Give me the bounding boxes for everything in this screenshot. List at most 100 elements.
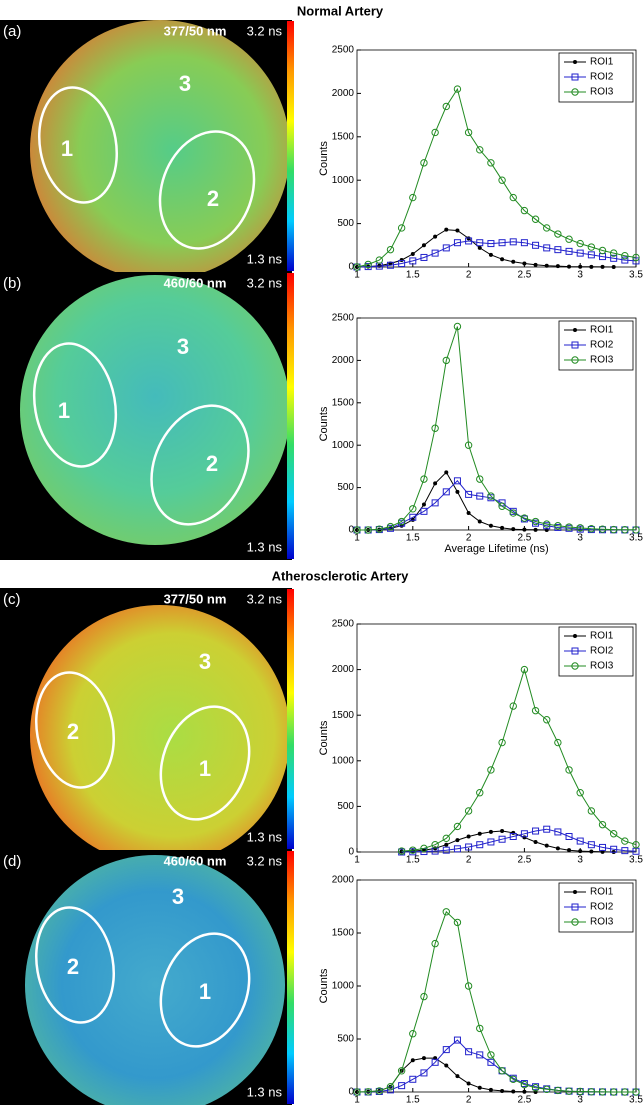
legend-label: ROI2 (590, 646, 614, 657)
x-tick-label: 2 (466, 270, 472, 281)
legend-label: ROI2 (590, 340, 614, 351)
marker (543, 716, 551, 724)
marker (464, 441, 473, 449)
marker (455, 489, 460, 494)
marker (464, 982, 473, 990)
x-axis-label: Average Lifetime (ns) (444, 543, 548, 555)
marker (476, 146, 484, 154)
marker (632, 841, 640, 849)
marker (397, 224, 406, 232)
x-tick-label: 3.5 (629, 855, 643, 866)
marker (589, 849, 594, 854)
marker (598, 246, 607, 255)
legend-label: ROI1 (590, 631, 614, 642)
marker (565, 766, 573, 774)
marker (567, 848, 572, 853)
y-tick-label: 500 (337, 218, 354, 229)
roi-label: 3 (172, 884, 184, 909)
marker (554, 230, 562, 238)
x-tick-label: 1.5 (406, 533, 420, 544)
marker (544, 843, 549, 848)
marker (610, 254, 618, 262)
marker (397, 847, 406, 855)
legend-label: ROI3 (590, 661, 614, 672)
x-tick-label: 1 (354, 855, 360, 866)
marker (509, 1075, 517, 1083)
x-tick-label: 3.5 (629, 533, 643, 544)
marker (555, 846, 560, 851)
y-tick-label: 500 (337, 801, 354, 812)
marker (520, 665, 529, 674)
marker (611, 265, 616, 269)
marker (465, 490, 473, 498)
x-tick-label: 2 (466, 1095, 472, 1105)
marker (431, 499, 439, 507)
marker (466, 834, 471, 839)
legend-label: ROI1 (590, 325, 614, 336)
y-tick-label: 1500 (332, 397, 355, 408)
marker (431, 841, 439, 849)
roi-label: 1 (199, 979, 211, 1004)
marker (364, 526, 372, 534)
marker (498, 835, 506, 843)
marker (565, 247, 573, 255)
tissue-image (25, 855, 285, 1105)
marker (511, 1089, 516, 1094)
y-tick-label: 500 (337, 482, 354, 493)
marker (599, 843, 607, 851)
marker (531, 706, 540, 715)
marker (431, 128, 439, 137)
roi-outline (34, 906, 116, 1024)
marker (421, 1056, 426, 1061)
marker (476, 789, 484, 797)
legend-label: ROI3 (590, 355, 614, 366)
y-tick-label: 1000 (332, 755, 355, 766)
marker (487, 159, 495, 167)
marker (609, 249, 618, 257)
marker (477, 245, 482, 250)
marker (453, 918, 462, 927)
marker (409, 505, 417, 513)
x-tick-label: 2 (466, 533, 472, 544)
roi-outline (32, 342, 118, 468)
marker (431, 424, 439, 432)
marker (587, 525, 596, 533)
marker (353, 526, 361, 534)
marker (520, 206, 529, 215)
marker (476, 239, 484, 247)
marker (444, 227, 449, 232)
marker (571, 356, 579, 364)
y-tick-label: 0 (348, 847, 354, 858)
marker (621, 252, 629, 260)
marker (465, 1048, 473, 1056)
marker (364, 263, 372, 271)
series-line (401, 828, 637, 853)
marker (477, 1085, 482, 1090)
roi-outline (34, 671, 116, 789)
y-axis-label: Counts (318, 720, 330, 755)
marker (587, 243, 596, 251)
series-line (356, 87, 637, 268)
roi-label: 2 (207, 186, 219, 211)
marker (500, 525, 505, 530)
marker (576, 1087, 584, 1096)
marker (571, 647, 579, 655)
y-tick-label: 2500 (332, 313, 355, 324)
marker (421, 502, 426, 507)
marker (476, 1051, 484, 1059)
marker (544, 263, 549, 268)
x-tick-label: 3.5 (629, 270, 643, 281)
color-bar (287, 851, 294, 1104)
marker (364, 1088, 372, 1096)
marker (522, 527, 527, 532)
x-tick-label: 1.5 (406, 855, 420, 866)
marker (511, 259, 516, 264)
marker (554, 738, 562, 747)
marker (610, 845, 618, 853)
roi-label: 3 (199, 649, 211, 674)
marker (573, 60, 577, 64)
marker (522, 835, 527, 840)
marker (632, 526, 640, 534)
scale-max: 3.2 ns (247, 591, 283, 606)
marker (565, 832, 573, 840)
